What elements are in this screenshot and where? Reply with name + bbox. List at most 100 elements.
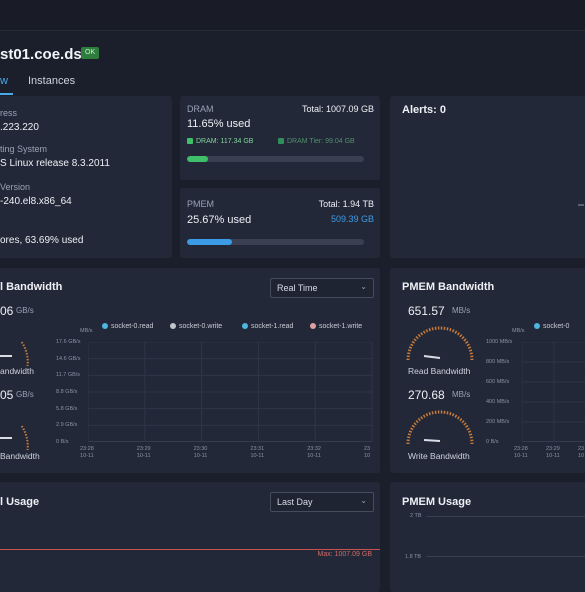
dram-write-value: 05 xyxy=(0,388,14,402)
dram-bw-legend-2[interactable]: socket-1.read xyxy=(242,323,293,330)
os-value: S Linux release 8.3.2011 xyxy=(0,158,110,169)
top-bar xyxy=(0,0,585,31)
legend-text: socket-1.write xyxy=(319,323,363,330)
pmem-usage-fill xyxy=(187,239,233,245)
dram-bw-x-tick: 23:28 10-11 xyxy=(80,446,94,459)
pmem-usage-title: PMEM Usage xyxy=(402,496,472,508)
pmem-card: PMEM Total: 1.94 TB 25.67% used 509.39 G… xyxy=(180,188,380,258)
pmem-bw-legend-0[interactable]: socket-0 xyxy=(534,323,569,330)
dram-bw-x-tick: 23:32 10-11 xyxy=(307,446,321,459)
dram-bandwidth-title: l Bandwidth xyxy=(0,281,63,293)
pmem-write-gauge-icon xyxy=(406,410,474,445)
pmem-write-label: Write Bandwidth xyxy=(408,451,470,461)
pmem-read-label: Read Bandwidth xyxy=(408,366,471,376)
legend-text: socket-0.read xyxy=(111,323,154,330)
dram-bw-y-tick: 0 B/s xyxy=(56,439,69,445)
status-badge: OK xyxy=(81,47,100,59)
alerts-card: Alerts: 0 xyxy=(390,96,585,258)
kernel-value: -240.el8.x86_64 xyxy=(0,196,72,207)
tab-overview[interactable]: w xyxy=(0,75,8,87)
pmem-used-amount: 509.39 GB xyxy=(330,214,374,224)
dram-bw-x-tick: 23:30 10-11 xyxy=(193,446,208,459)
pmem-bw-y-tick: 0 B/s xyxy=(486,439,499,445)
dram-write-gauge-icon xyxy=(0,424,29,450)
dram-bw-y-tick: 17.6 GB/s xyxy=(56,339,81,345)
dram-bw-x-tick: 23 10 xyxy=(364,446,371,459)
system-info-card: ress .223.220 ting System S Linux releas… xyxy=(0,96,172,258)
pmem-total: Total: 1.94 TB xyxy=(318,199,374,209)
pmem-read-gauge-icon xyxy=(406,326,474,361)
pmem-usage-bar xyxy=(187,239,364,245)
pmem-bw-y-tick: 800 MB/s xyxy=(486,359,510,365)
legend-text: socket-1.read xyxy=(251,323,294,330)
dram-bw-y-tick: 11.7 GB/s xyxy=(56,372,81,379)
dram-bw-legend-1[interactable]: socket-0.write xyxy=(170,323,222,330)
dram-bw-legend-3[interactable]: socket-1.write xyxy=(310,323,362,330)
legend-dot xyxy=(242,323,248,329)
cpu-value: ores, 63.69% used xyxy=(0,235,84,246)
dram-bw-y-tick: 5.8 GB/s xyxy=(56,405,78,412)
legend-text: socket-0.write xyxy=(179,323,223,330)
pmem-bw-plot-area xyxy=(522,342,585,442)
pmem-label: PMEM xyxy=(187,199,214,209)
dram-bw-y-tick: 8.8 GB/s xyxy=(56,389,78,395)
dram-bw-x-tick: 23:29 10-11 xyxy=(136,446,151,459)
pmem-read-unit: MB/s xyxy=(452,306,471,315)
dram-legend-swatch xyxy=(187,138,193,144)
alerts-scroll-marker xyxy=(578,204,584,206)
dram-used: 11.65% used xyxy=(187,118,251,130)
pmem-usage-gridline xyxy=(426,556,585,557)
legend-text: socket-0 xyxy=(543,323,570,330)
chevron-down-icon: ⌄ xyxy=(360,496,367,505)
dram-read-label: andwidth xyxy=(0,366,35,376)
dram-legend-tier: DRAM Tier: 99.04 GB xyxy=(278,138,355,145)
legend-dot xyxy=(310,323,316,329)
kernel-label: Version xyxy=(0,182,31,192)
dram-max-line xyxy=(0,549,380,550)
tier-legend-swatch xyxy=(278,138,284,144)
pmem-bw-x-tick: 23:29 10-11 xyxy=(546,446,560,459)
dram-legend-text: DRAM: 117.34 GB xyxy=(196,138,254,145)
legend-dot xyxy=(170,323,176,329)
pmem-usage-y-tick-1: 1.8 TB xyxy=(405,554,422,560)
dram-legend-dram: DRAM: 117.34 GB xyxy=(187,138,253,145)
pmem-bw-x-tick: 23 10 xyxy=(578,446,585,459)
pmem-used: 25.67% used xyxy=(187,214,252,226)
pmem-bw-y-tick: 200 MB/s xyxy=(486,419,510,425)
tab-instances[interactable]: Instances xyxy=(28,75,76,87)
chevron-down-icon: ⌄ xyxy=(360,282,367,291)
dram-bw-y-tick: 14.6 GB/s xyxy=(56,355,81,362)
dram-bandwidth-range-select[interactable]: Real Time ⌄ xyxy=(270,278,374,298)
pmem-usage-card: PMEM Usage 2 TB 1.8 TB xyxy=(390,482,585,592)
dram-usage-title: l Usage xyxy=(0,496,40,508)
dram-write-label: Bandwidth xyxy=(0,451,40,461)
dram-bw-legend-0[interactable]: socket-0.read xyxy=(102,323,153,330)
dram-bandwidth-card: l Bandwidth Real Time ⌄ 06 GB/s andwidth… xyxy=(0,268,380,473)
dram-label: DRAM xyxy=(187,104,214,114)
dram-usage-fill xyxy=(187,156,208,162)
pmem-read-value: 651.57 xyxy=(408,304,445,318)
pmem-usage-y-tick-0: 2 TB xyxy=(410,513,422,519)
dram-read-unit: GB/s xyxy=(16,306,34,315)
dram-read-value: 06 xyxy=(0,304,14,318)
pmem-bw-y-tick: 400 MB/s xyxy=(486,399,510,405)
dram-usage-card: l Usage Last Day ⌄ Max: 1007.09 GB xyxy=(0,482,380,592)
pmem-bw-x-tick: 23:28 10-11 xyxy=(514,446,528,459)
dram-read-gauge-icon xyxy=(0,340,29,366)
address-value: .223.220 xyxy=(0,122,39,133)
legend-dot xyxy=(534,323,540,329)
pmem-usage-gridline xyxy=(426,516,585,517)
pmem-bandwidth-title: PMEM Bandwidth xyxy=(402,281,495,293)
dram-bw-plot-area xyxy=(88,342,373,442)
dram-card: DRAM Total: 1007.09 GB 11.65% used DRAM:… xyxy=(180,96,380,180)
dram-bw-y-tick: 2.9 GB/s xyxy=(56,422,78,429)
dram-bw-y-unit: MB/s xyxy=(80,328,93,334)
dram-write-unit: GB/s xyxy=(16,390,34,399)
dram-usage-range-select[interactable]: Last Day ⌄ xyxy=(270,492,374,512)
dram-max-label: Max: 1007.09 GB xyxy=(317,551,372,558)
host-title: st01.coe.dsc xyxy=(0,46,91,63)
pmem-bw-y-tick: 1000 MB/s xyxy=(486,339,513,345)
dram-usage-bar xyxy=(187,156,364,162)
pmem-bw-y-unit: MB/s xyxy=(512,328,525,334)
dram-total: Total: 1007.09 GB xyxy=(301,104,374,114)
